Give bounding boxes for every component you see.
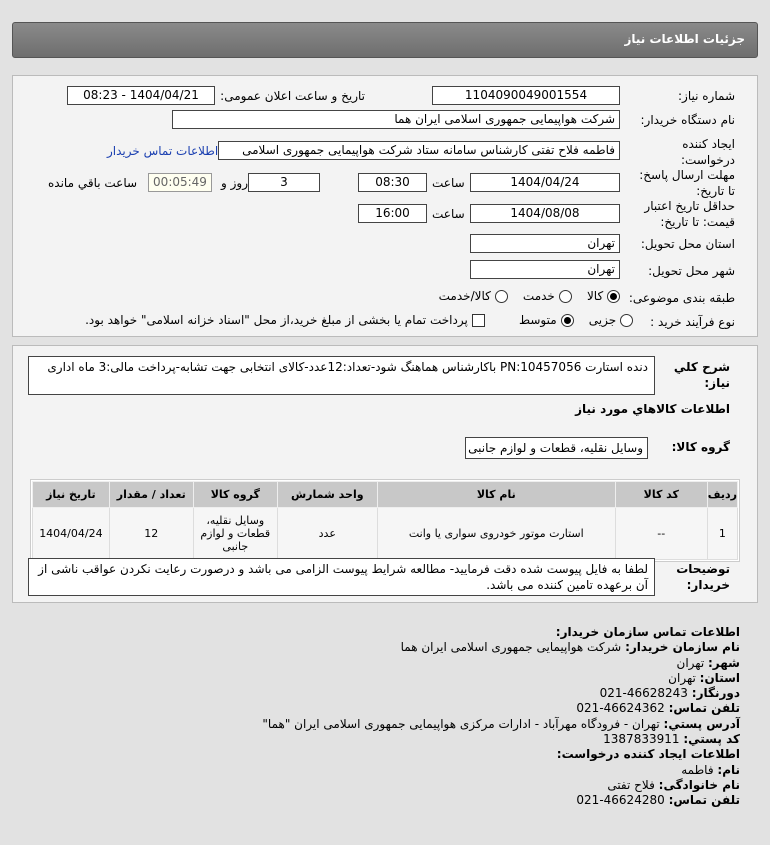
buyer-field[interactable]: شرکت هواپیمایی جمهوری اسلامی ایران هما bbox=[172, 110, 620, 129]
province-key: استان: bbox=[699, 670, 740, 685]
org-value: شرکت هواپیمایی جمهوری اسلامی ایران هما bbox=[400, 640, 622, 655]
th-code: کد کالا bbox=[614, 481, 708, 508]
th-name: نام کالا bbox=[376, 481, 616, 508]
notes-box: لطفا به فایل پیوست شده دقت فرمایید- مطال… bbox=[28, 558, 655, 596]
radio-goods-service[interactable] bbox=[494, 290, 508, 303]
category-radio-group: کالا خدمت کالا/خدمت bbox=[439, 289, 620, 303]
radio-medium-label: متوسط bbox=[518, 313, 557, 327]
desc-label: شرح کلي bbox=[673, 360, 730, 374]
contact-info: اطلاعات تماس سازمان خریدار: نام سازمان خ… bbox=[262, 625, 740, 809]
th-qty: تعداد / مقدار bbox=[108, 481, 194, 508]
city-value: تهران bbox=[676, 655, 705, 670]
creator-label: ایجاد کننده bbox=[682, 137, 735, 151]
radio-goods-label: کالا bbox=[586, 289, 604, 303]
province-label: استان محل تحویل: bbox=[640, 237, 735, 251]
cell-unit: عدد bbox=[276, 507, 378, 560]
process-label: نوع فرآیند خرید : bbox=[650, 315, 735, 329]
creator-field[interactable]: فاطمه فلاح تفتی کارشناس سامانه ستاد شرکت… bbox=[218, 141, 620, 160]
group-field: وسایل نقلیه، قطعات و لوازم جانبی bbox=[465, 437, 648, 459]
need-number-label: شماره نیاز: bbox=[678, 89, 735, 103]
org-key: نام سازمان خریدار: bbox=[625, 640, 740, 655]
th-unit: واحد شمارش bbox=[276, 481, 378, 508]
deadline-time-field[interactable]: 08:30 bbox=[358, 173, 427, 192]
goods-heading: اطلاعات کالاهاي مورد نیاز bbox=[575, 402, 730, 416]
notes-label-2: خریدار: bbox=[686, 578, 730, 592]
address-key: آدرس پستي: bbox=[663, 716, 740, 731]
time-label: ساعت bbox=[432, 176, 465, 190]
city-key: شهر: bbox=[708, 655, 740, 670]
city-label: شهر محل تحویل: bbox=[648, 264, 735, 278]
radio-service[interactable] bbox=[558, 290, 572, 303]
table-header-row: ردیف کد کالا نام کالا واحد شمارش گروه کا… bbox=[32, 481, 739, 508]
th-date: تاریخ نیاز bbox=[32, 481, 110, 508]
cell-row: 1 bbox=[706, 507, 739, 560]
notes-label: توضیحات bbox=[676, 562, 730, 576]
cell-group: وسایل نقلیه، قطعات و لوازم جانبی bbox=[192, 507, 278, 560]
phone-key: تلفن تماس: bbox=[668, 701, 740, 716]
payment-note: پرداخت تمام یا بخشی از مبلغ خرید،از محل … bbox=[85, 313, 468, 327]
table-row: 1 -- استارت موتور خودروی سواری یا وانت ع… bbox=[32, 507, 739, 560]
th-group: گروه کالا bbox=[192, 481, 278, 508]
validity-date-field[interactable]: 1404/08/08 bbox=[470, 204, 620, 223]
postal-value: 1387833911 bbox=[603, 732, 680, 747]
need-number-field[interactable]: 1104090049001554 bbox=[432, 86, 620, 105]
creator-phone-key: تلفن تماس: bbox=[668, 793, 740, 808]
goods-table-wrap: ردیف کد کالا نام کالا واحد شمارش گروه کا… bbox=[30, 479, 740, 562]
page-header: جزئیات اطلاعات نیاز bbox=[12, 22, 758, 58]
page-title: جزئیات اطلاعات نیاز bbox=[624, 32, 745, 46]
days-label: روز و bbox=[221, 176, 248, 190]
radio-minor[interactable] bbox=[620, 314, 633, 327]
buyer-label: نام دستگاه خریدار: bbox=[640, 113, 736, 127]
fax-value: 46628243-021 bbox=[599, 686, 688, 701]
city-field[interactable]: تهران bbox=[470, 260, 620, 279]
announce-field[interactable]: 1404/04/21 - 08:23 bbox=[67, 86, 215, 105]
creator-label-2: درخواست: bbox=[681, 153, 735, 167]
creator-heading: اطلاعات ایجاد کننده درخواست: bbox=[556, 747, 740, 762]
deadline-date-field[interactable]: 1404/04/24 bbox=[470, 173, 620, 192]
process-radio-group: جزیی متوسط پرداخت تمام یا بخشی از مبلغ خ… bbox=[85, 313, 633, 327]
announce-label: تاریخ و ساعت اعلان عمومی: bbox=[220, 89, 365, 103]
creator-phone-value: 46624280-021 bbox=[576, 793, 665, 808]
family-key: نام خانوادگی: bbox=[658, 777, 740, 792]
remaining-timer: 00:05:49 bbox=[148, 173, 212, 192]
description-box: دنده استارت PN:10457056 باکارشناس هماهنگ… bbox=[28, 356, 655, 395]
th-row: ردیف bbox=[706, 481, 739, 508]
group-label: گروه کالا: bbox=[671, 440, 730, 454]
remaining-label: ساعت باقي مانده bbox=[48, 176, 138, 190]
goods-table: ردیف کد کالا نام کالا واحد شمارش گروه کا… bbox=[32, 481, 739, 560]
family-value: فلاح تفتی bbox=[607, 777, 655, 792]
phone-value: 46624362-021 bbox=[576, 701, 665, 716]
treasury-checkbox[interactable] bbox=[471, 314, 485, 327]
validity-label: حداقل تاریخ اعتبار bbox=[644, 199, 735, 213]
validity-time-field[interactable]: 16:00 bbox=[358, 204, 427, 223]
buyer-contact-link[interactable]: اطلاعات تماس خریدار bbox=[107, 144, 219, 158]
cell-code: -- bbox=[614, 507, 708, 560]
name-key: نام: bbox=[717, 762, 740, 777]
cell-qty: 12 bbox=[108, 507, 194, 560]
fax-key: دورنگار: bbox=[691, 686, 740, 701]
radio-goods-service-label: کالا/خدمت bbox=[438, 289, 491, 303]
contact-heading: اطلاعات تماس سازمان خریدار: bbox=[555, 625, 740, 639]
desc-label-2: نیاز: bbox=[704, 376, 730, 390]
category-label: طبقه بندی موضوعی: bbox=[628, 291, 735, 305]
province-value: تهران bbox=[668, 670, 696, 685]
deadline-label-2: تا تاریخ: bbox=[696, 184, 735, 198]
cell-name: استارت موتور خودروی سواری یا وانت bbox=[376, 507, 616, 560]
days-field[interactable]: 3 bbox=[248, 173, 320, 192]
cell-date: 1404/04/24 bbox=[32, 507, 110, 560]
radio-service-label: خدمت bbox=[522, 289, 555, 303]
postal-key: کد پستي: bbox=[683, 732, 740, 747]
province-field[interactable]: تهران bbox=[470, 234, 620, 253]
radio-minor-label: جزیی bbox=[588, 313, 617, 327]
radio-medium[interactable] bbox=[560, 314, 574, 327]
validity-label-2: قیمت: تا تاریخ: bbox=[660, 215, 735, 229]
address-value: تهران - فرودگاه مهرآباد - ادارات مرکزی ه… bbox=[262, 716, 660, 731]
name-value: فاطمه bbox=[681, 762, 714, 777]
radio-goods[interactable] bbox=[607, 290, 620, 303]
validity-time-label: ساعت bbox=[432, 207, 465, 221]
deadline-label: مهلت ارسال پاسخ: bbox=[639, 168, 735, 182]
